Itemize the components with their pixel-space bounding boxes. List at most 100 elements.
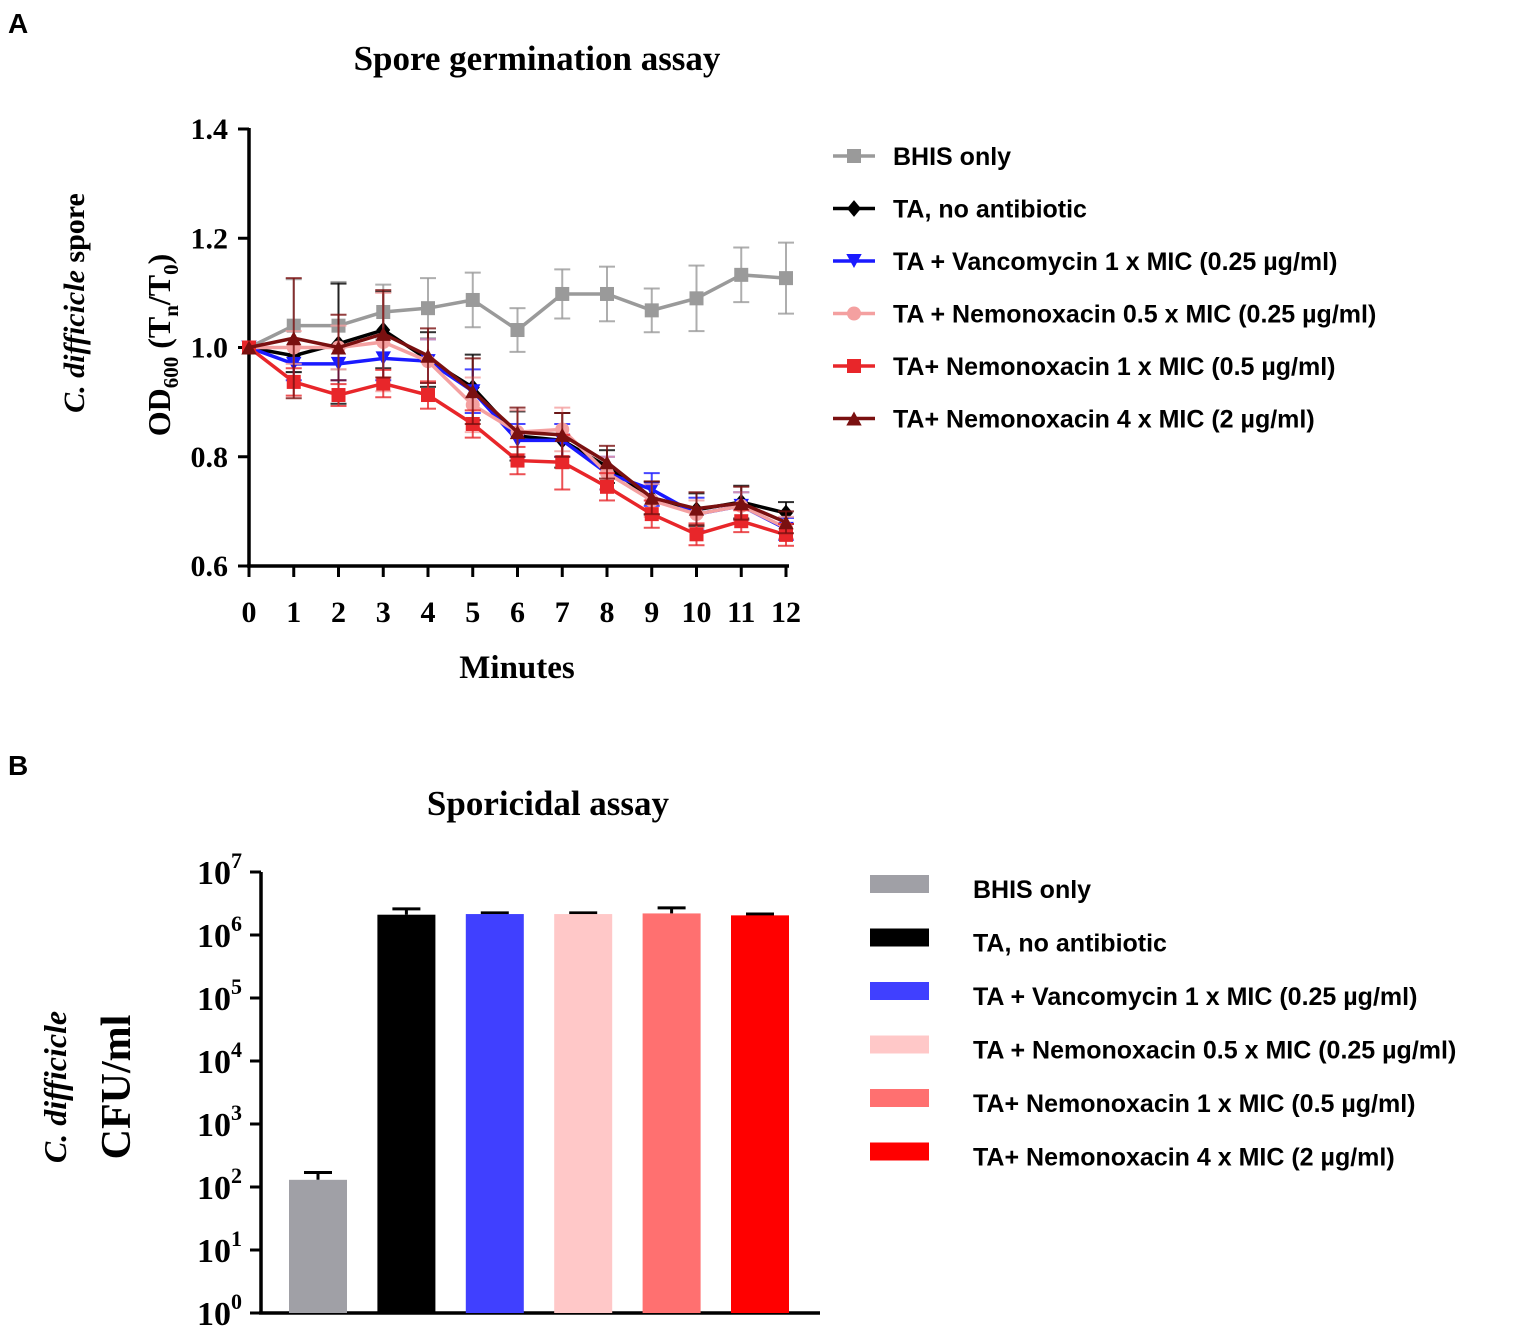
y-tick-label: 106 <box>197 911 242 955</box>
data-point <box>688 501 705 516</box>
data-point <box>600 286 614 301</box>
bar-chart-sporicidal: Sporicidal assay C. difficicle CFU/ml 10… <box>37 784 1456 1333</box>
x-tick-label: 3 <box>376 596 391 629</box>
data-point <box>421 301 435 316</box>
legend-swatch <box>870 875 929 893</box>
chart-a-ylabel-2: OD600 (Tn/T0) <box>141 254 183 437</box>
y-tick-exponent: 0 <box>231 1289 242 1314</box>
data-point <box>554 427 570 442</box>
data-point <box>734 514 749 529</box>
y-tick-base: 10 <box>197 1170 231 1207</box>
data-point <box>510 323 525 338</box>
data-point <box>376 376 391 391</box>
legend-marker <box>846 254 862 268</box>
x-tick-label: 4 <box>421 596 436 629</box>
data-point <box>420 348 436 363</box>
y-tick-exponent: 6 <box>231 911 242 936</box>
data-point <box>779 527 793 542</box>
y-tick-base: 10 <box>197 1233 231 1270</box>
data-point <box>778 515 794 530</box>
bar <box>289 1179 347 1313</box>
legend-label: TA, no antibiotic <box>893 196 1087 224</box>
series-0 <box>242 241 794 374</box>
x-tick-label: 11 <box>727 596 755 629</box>
y-tick-base: 10 <box>197 855 231 892</box>
legend-marker <box>847 359 861 373</box>
chart-a-ylabel-1: C. difficicle spore <box>58 193 91 413</box>
legend-label: TA, no antibiotic <box>973 930 1167 958</box>
data-point <box>509 425 526 440</box>
legend-swatch <box>870 1035 929 1054</box>
y-tick-label: 102 <box>197 1163 242 1207</box>
panel-label-a: A <box>8 8 28 39</box>
bar <box>642 913 701 1313</box>
y-tick-label: 0.6 <box>191 550 229 583</box>
data-point <box>644 303 659 318</box>
y-tick-exponent: 2 <box>231 1163 242 1188</box>
y-tick-exponent: 3 <box>231 1100 242 1125</box>
y-tick-base: 10 <box>197 1044 231 1081</box>
legend-marker <box>847 306 861 321</box>
ylabel-close: ) <box>141 254 177 265</box>
x-tick-label: 8 <box>600 596 615 629</box>
legend-label: BHIS only <box>973 876 1091 904</box>
x-tick-label: 10 <box>682 596 712 629</box>
ylabel-species: C. difficicle <box>58 270 91 413</box>
chart-b-ylabel-units: CFU/ml <box>94 1015 140 1160</box>
y-tick-label: 105 <box>197 974 242 1018</box>
legend-label: TA + Nemonoxacin 0.5 x MIC (0.25 µg/ml) <box>973 1037 1456 1065</box>
y-tick-label: 1.4 <box>191 113 229 146</box>
y-tick-exponent: 7 <box>231 848 242 873</box>
legend-label: TA+ Nemonoxacin 1 x MIC (0.5 µg/ml) <box>973 1090 1416 1118</box>
ylabel-tn-sub: n <box>159 305 183 317</box>
chart-a-title: Spore germination assay <box>354 39 721 78</box>
data-point <box>241 340 257 355</box>
legend-swatch <box>870 1142 929 1161</box>
legend-swatch <box>870 1089 929 1107</box>
y-tick-exponent: 4 <box>231 1037 242 1062</box>
y-tick-label: 101 <box>197 1226 242 1270</box>
x-tick-label: 9 <box>644 596 659 629</box>
data-point <box>465 384 481 399</box>
y-tick-base: 10 <box>197 918 231 955</box>
legend-marker <box>847 200 861 217</box>
panel-label-b: B <box>8 750 28 781</box>
bar <box>465 914 524 1313</box>
chart-b-title: Sporicidal assay <box>427 784 670 823</box>
x-tick-label: 6 <box>510 596 525 629</box>
legend-marker <box>847 149 861 163</box>
x-tick-label: 2 <box>331 596 346 629</box>
y-tick-label: 0.8 <box>191 441 229 474</box>
data-point <box>689 291 704 306</box>
data-point <box>465 292 480 307</box>
legend-label: TA + Vancomycin 1 x MIC (0.25 µg/ml) <box>973 983 1417 1011</box>
y-tick-exponent: 5 <box>231 974 242 999</box>
data-point <box>599 455 615 470</box>
data-point <box>555 455 570 470</box>
line-chart-germination: Spore germination assay Minutes C. diffi… <box>58 39 1376 686</box>
legend-swatch <box>870 982 929 1000</box>
legend-label: TA+ Nemonoxacin 4 x MIC (2 µg/ml) <box>973 1144 1395 1172</box>
x-tick-label: 5 <box>465 596 480 629</box>
data-point <box>331 388 346 403</box>
bar <box>731 915 789 1313</box>
data-point <box>734 267 749 282</box>
bar <box>377 914 436 1313</box>
data-point <box>286 331 302 346</box>
legend-marker <box>846 411 862 426</box>
data-point <box>555 286 570 301</box>
data-point <box>600 479 614 494</box>
chart-a-xlabel: Minutes <box>459 650 575 686</box>
data-point <box>733 496 749 511</box>
y-tick-label: 107 <box>197 848 242 892</box>
legend-label: TA + Vancomycin 1 x MIC (0.25 µg/ml) <box>893 248 1337 276</box>
legend-label: TA+ Nemonoxacin 1 x MIC (0.5 µg/ml) <box>893 353 1336 381</box>
chart-b-ylabel-species: C. difficicle <box>37 1011 73 1163</box>
data-point <box>421 388 435 403</box>
legend-swatch <box>870 928 929 947</box>
data-point <box>689 527 704 542</box>
y-tick-label: 1.0 <box>191 332 229 365</box>
data-point <box>779 271 793 286</box>
legend-label: BHIS only <box>893 143 1011 171</box>
data-point <box>330 340 347 355</box>
